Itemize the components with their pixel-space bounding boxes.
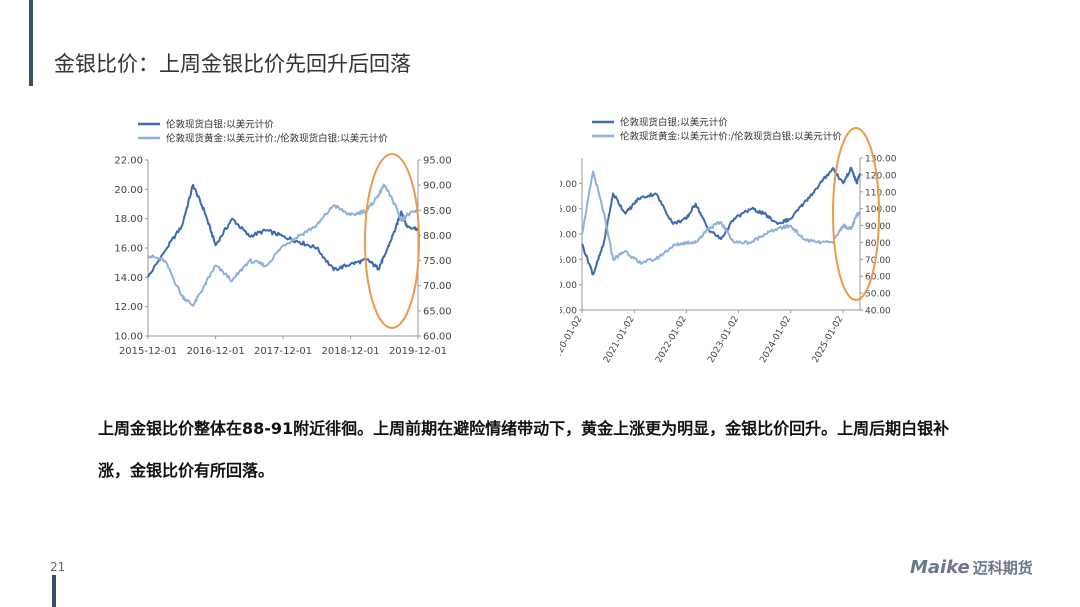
highlight-ellipse [364,153,420,329]
x-tick-label: 2021-01-02 [602,315,637,365]
y-right-tick-label: 75.00 [423,256,452,267]
y-left-tick-label: 20.00 [560,231,577,241]
x-tick-label: 2025-01-02 [811,315,846,365]
y-right-tick-label: 90.00 [423,181,452,192]
accent-bar-top [29,0,33,86]
y-right-tick-label: 70.00 [865,256,891,266]
x-tick-label: 2018-12-01 [321,346,379,357]
x-tick-label: 2015-12-01 [119,346,177,357]
y-right-tick-label: 65.00 [423,306,452,317]
company-logo: Maike 迈科期货 [910,557,1033,578]
y-right-tick-label: 50.00 [865,290,891,300]
legend-entry-1: 伦敦现货白银:以美元计价 [620,117,728,129]
x-tick-label: 2017-12-01 [254,346,312,357]
x-tick-label: 2023-01-02 [706,315,741,365]
y-left-tick-label: 25.00 [560,205,577,215]
y-right-tick-label: 80.00 [423,231,452,242]
x-tick-label: 2024-01-02 [758,315,793,365]
slide-title: 金银比价：上周金银比价先回升后回落 [54,52,411,76]
x-tick-label: 2020-01-02 [560,315,585,365]
legend-entry-2: 伦敦现货黄金:以美元计价:/伦敦现货白银:以美元计价 [620,131,842,143]
summary-text: 上周金银比价整体在88-91附近徘徊。上周前期在避险情绪带动下，黄金上涨更为明显… [98,419,950,480]
y-left-tick-label: 22.00 [114,156,143,167]
y-right-tick-label: 70.00 [423,281,452,292]
y-left-tick-label: 18.00 [114,214,143,225]
x-tick-label: 2022-01-02 [654,315,689,365]
y-right-tick-label: 95.00 [423,156,452,167]
y-left-tick-label: 14.00 [114,273,143,284]
page-number: 21 [50,560,66,574]
y-right-tick-label: 60.00 [865,273,891,283]
y-right-tick-label: 120.00 [865,171,897,181]
y-left-tick-label: 20.00 [114,185,143,196]
x-tick-label: 2016-12-01 [187,346,245,357]
series-silver-price-line [147,183,419,278]
y-right-tick-label: 85.00 [423,206,452,217]
y-left-tick-label: 16.00 [114,244,143,255]
series-gold-silver-ratio-line [147,183,419,307]
y-right-tick-label: 40.00 [865,307,891,317]
highlight-ellipse [832,127,880,301]
y-left-tick-label: 15.00 [560,256,577,266]
y-right-tick-label: 60.00 [423,332,452,343]
y-left-tick-label: 12.00 [114,302,143,313]
y-right-tick-label: 100.00 [865,205,897,215]
series-silver-price-line [581,166,861,276]
y-left-tick-label: 30.00 [560,180,577,190]
logo-brand: Maike [910,557,970,578]
y-left-tick-label: 10.00 [560,281,577,291]
y-left-tick-label: 10.00 [114,332,143,343]
y-left-tick-label: 5.00 [560,307,577,317]
accent-bar-bottom [52,575,56,607]
logo-cn: 迈科期货 [972,559,1033,577]
y-right-tick-label: 130.00 [865,155,897,165]
y-right-tick-label: 110.00 [865,188,897,198]
x-tick-label: 2019-12-01 [389,346,447,357]
legend-entry-2: 伦敦现货黄金:以美元计价:/伦敦现货白银:以美元计价 [166,133,388,145]
legend-entry-1: 伦敦现货白银:以美元计价 [166,119,274,131]
